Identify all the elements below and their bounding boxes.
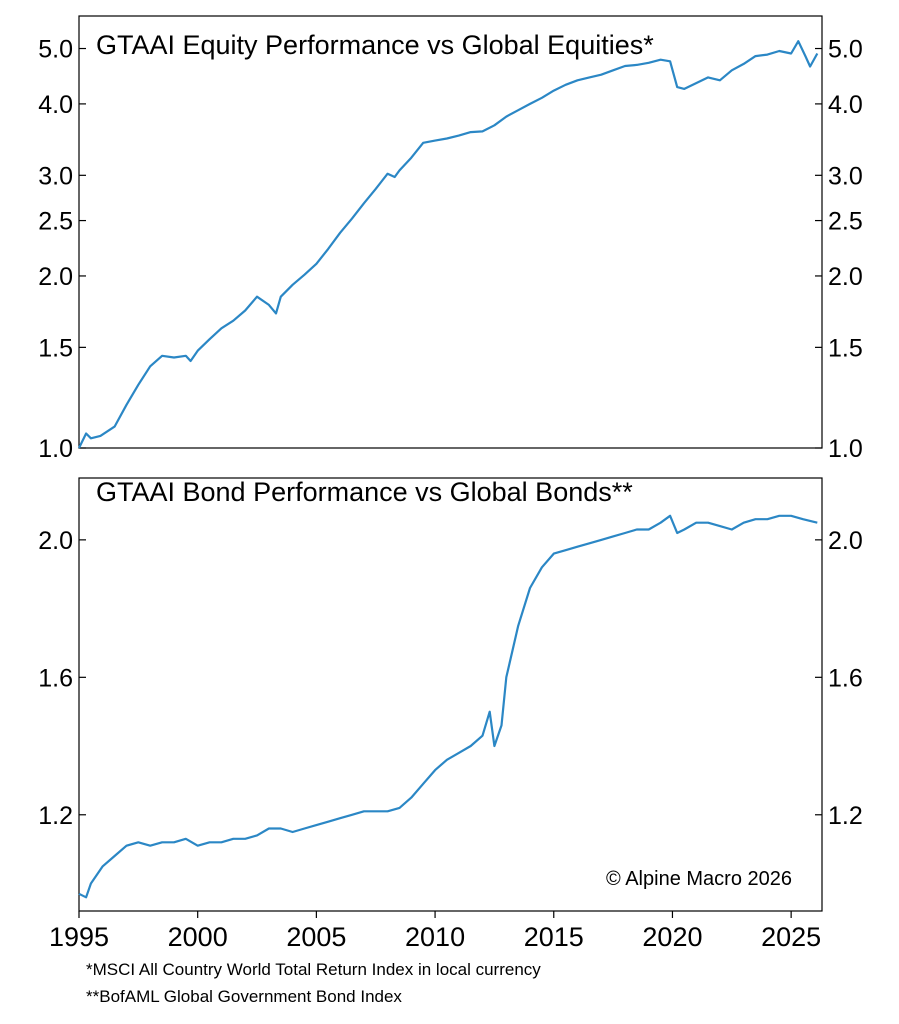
equity-ytick-label-left: 4.0: [38, 91, 73, 119]
equity-panel-title: GTAAI Equity Performance vs Global Equit…: [96, 30, 654, 60]
bond-panel-title: GTAAI Bond Performance vs Global Bonds**: [96, 477, 633, 507]
x-axis-ticks: 1995 2000 2005 2010 2015 2020 2025: [49, 911, 821, 952]
equity-ytick-label-left: 1.5: [38, 334, 73, 362]
equity-axis-ticks: 1.0 1.0 1.5 1.5 2.0 2.0 2.5 2.5 3.0 3.0 4.0 4.0 5.0 5…: [38, 36, 863, 463]
equity-ytick-label-right: 1.0: [828, 435, 863, 463]
xtick-label: 2010: [405, 922, 465, 952]
bond-series-line: [78, 514, 818, 899]
equity-ytick-label-left: 5.0: [38, 36, 73, 64]
xtick-label: 2025: [761, 922, 821, 952]
equity-ytick-label-right: 4.0: [828, 91, 863, 119]
bond-ytick-label-left: 1.2: [38, 802, 73, 830]
equity-ytick-label-left: 2.0: [38, 263, 73, 291]
source-label: © Alpine Macro 2026: [606, 868, 792, 890]
equity-panel-frame: [78, 15, 823, 449]
bond-ytick-label-left: 2.0: [38, 527, 73, 555]
xtick-label: 1995: [49, 922, 109, 952]
equity-ytick-label-left: 1.0: [38, 435, 73, 463]
bond-ytick-label-right: 2.0: [828, 527, 863, 555]
bond-panel-frame: [78, 477, 823, 912]
xtick-label: 2020: [642, 922, 702, 952]
xtick-label: 2005: [286, 922, 346, 952]
equity-series-line: [78, 40, 819, 449]
equity-ytick-label-right: 2.0: [828, 263, 863, 291]
equity-ytick-label-right: 1.5: [828, 334, 863, 362]
equity-ytick-label-right: 3.0: [828, 162, 863, 190]
bond-ytick-label-right: 1.2: [828, 802, 863, 830]
xtick-label: 2000: [168, 922, 228, 952]
bond-axis-ticks: 1.2 1.2 1.6 1.6 2.0 2.0: [38, 527, 863, 830]
equity-ytick-label-left: 3.0: [38, 162, 73, 190]
bond-ytick-label-left: 1.6: [38, 664, 73, 692]
equity-ytick-label-left: 2.5: [38, 208, 73, 236]
equity-ytick-label-right: 2.5: [828, 208, 863, 236]
bond-ytick-label-right: 1.6: [828, 664, 863, 692]
xtick-label: 2015: [524, 922, 584, 952]
equity-ytick-label-right: 5.0: [828, 36, 863, 64]
footnote-equities: *MSCI All Country World Total Return Ind…: [86, 960, 541, 979]
footnote-bonds: **BofAML Global Government Bond Index: [86, 987, 402, 1006]
